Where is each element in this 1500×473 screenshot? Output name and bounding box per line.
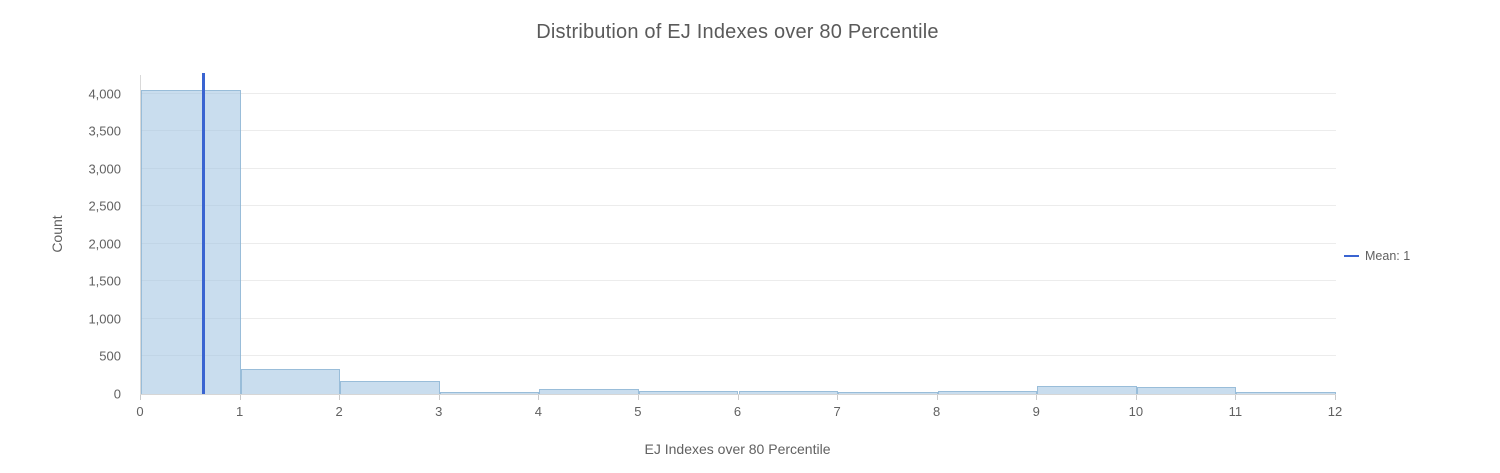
x-tick-mark	[737, 395, 739, 400]
mean-reference-line	[202, 73, 206, 394]
histogram-bar[interactable]	[1236, 391, 1336, 394]
x-tick-mark	[339, 395, 341, 400]
y-tick-label: 2,000	[88, 236, 121, 252]
y-tick-label: 3,500	[88, 123, 121, 139]
y-gridline	[141, 130, 1336, 132]
chart-title: Distribution of EJ Indexes over 80 Perce…	[536, 21, 939, 43]
x-tick-label: 5	[634, 404, 642, 419]
y-gridline	[141, 205, 1336, 207]
x-tick-mark	[140, 395, 141, 400]
y-gridline	[141, 355, 1336, 357]
y-tick-label: 2,500	[88, 198, 121, 214]
legend-label: Mean: 1	[1365, 249, 1411, 263]
y-tick-label: 1,000	[88, 311, 121, 327]
y-tick-label: 500	[99, 348, 121, 364]
histogram-bar[interactable]	[738, 391, 839, 394]
x-tick-mark	[936, 395, 938, 400]
x-tick-mark	[1036, 395, 1038, 400]
x-tick-label: 0	[136, 404, 144, 419]
x-tick-mark	[1135, 395, 1137, 400]
x-tick-label: 6	[733, 404, 742, 419]
y-tick-label: 0	[113, 386, 121, 402]
legend-item-mean[interactable]: Mean: 1	[1344, 247, 1410, 265]
y-tick-label: 3,000	[88, 161, 121, 177]
x-tick-mark	[438, 395, 440, 400]
x-tick-mark	[637, 395, 639, 400]
legend-line-swatch	[1344, 255, 1359, 257]
histogram-bar[interactable]	[1037, 386, 1137, 394]
histogram-bar[interactable]	[240, 369, 341, 394]
y-tick-label: 1,500	[88, 273, 121, 289]
x-tick-label: 4	[534, 404, 542, 419]
y-tick-label: 4,000	[88, 86, 121, 102]
x-axis-tick-labels: 0 1 2 3 4 5 6 7 8 9 10 11 12	[136, 395, 1342, 429]
histogram-bar[interactable]	[439, 392, 540, 394]
x-tick-label: 2	[335, 404, 343, 419]
x-axis-title: EJ Indexes over 80 Percentile	[644, 441, 831, 457]
y-gridline	[141, 280, 1336, 282]
y-gridline	[141, 92, 1336, 94]
y-gridline	[141, 317, 1336, 319]
x-tick-mark	[538, 395, 540, 400]
histogram-bar[interactable]	[937, 391, 1038, 394]
x-tick-label: 10	[1128, 404, 1144, 419]
x-tick-label: 7	[833, 404, 841, 419]
y-gridline	[141, 167, 1336, 169]
x-tick-label: 1	[235, 404, 244, 419]
histogram-bar[interactable]	[1136, 387, 1237, 394]
plot-area	[140, 73, 1336, 395]
y-axis-tick-labels: 0 500 1,000 1,500 2,000 2,500 3,000 3,500 4,000	[0, 75, 130, 401]
x-tick-label: 11	[1228, 404, 1243, 419]
histogram-bar[interactable]	[141, 90, 241, 394]
x-tick-label: 3	[435, 404, 443, 419]
x-tick-label: 9	[1032, 404, 1040, 419]
histogram-bar[interactable]	[340, 381, 440, 394]
histogram-bar[interactable]	[638, 391, 739, 394]
histogram-bar[interactable]	[838, 391, 938, 394]
x-tick-mark	[1235, 395, 1237, 400]
x-tick-mark	[1335, 395, 1336, 400]
x-tick-mark	[837, 395, 839, 400]
x-tick-label: 12	[1327, 404, 1343, 419]
x-tick-mark	[239, 395, 241, 400]
y-gridline	[141, 242, 1336, 244]
histogram-bar[interactable]	[539, 389, 639, 394]
x-tick-label: 8	[933, 404, 941, 419]
